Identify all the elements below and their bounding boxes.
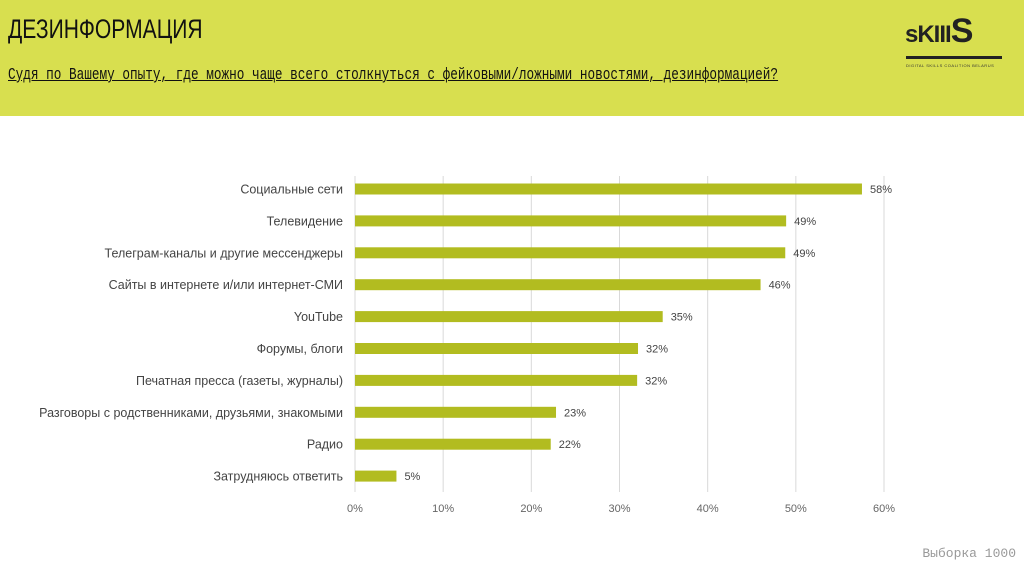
bar <box>355 311 663 323</box>
category-label: Социальные сети <box>240 183 343 197</box>
x-tick-label: 10% <box>432 503 454 515</box>
x-tick-label: 40% <box>697 503 719 515</box>
header-band: ДЕЗИНФОРМАЦИЯ Судя по Вашему опыту, где … <box>0 0 1024 116</box>
x-tick-label: 0% <box>347 503 363 515</box>
sample-size: Выборка 1000 <box>922 546 1016 561</box>
data-label: 32% <box>645 375 667 387</box>
bar <box>355 279 761 291</box>
category-label: Печатная пресса (газеты, журналы) <box>136 374 343 388</box>
x-tick-label: 60% <box>873 503 895 515</box>
x-tick-label: 30% <box>608 503 630 515</box>
data-label: 46% <box>769 280 791 292</box>
category-label: Затрудняюсь ответить <box>213 470 343 484</box>
data-label: 32% <box>646 344 668 356</box>
bar <box>355 247 786 259</box>
bar <box>355 343 639 354</box>
category-label: YouTube <box>294 310 343 324</box>
x-tick-label: 20% <box>520 503 542 515</box>
data-label: 5% <box>404 471 420 483</box>
data-label: 49% <box>794 216 816 228</box>
category-label: Телеграм-каналы и другие мессенджеры <box>105 246 343 260</box>
bar <box>355 438 551 450</box>
data-label: 23% <box>564 407 586 419</box>
category-label: Радио <box>307 438 343 452</box>
survey-question: Судя по Вашему опыту, где можно чаще все… <box>8 65 779 84</box>
bar <box>355 215 787 227</box>
bar <box>355 374 638 386</box>
bar <box>355 470 397 482</box>
bar <box>355 406 557 418</box>
data-label: 58% <box>870 184 892 196</box>
data-label: 35% <box>671 312 693 324</box>
category-label: Телевидение <box>267 214 343 228</box>
category-label: Форумы, блоги <box>257 342 343 356</box>
skills-logo: sKIIIS DIGITAL SKILLS COALITION BELARUS <box>905 10 1005 68</box>
category-label: Разговоры с родственниками, друзьями, зн… <box>39 406 343 420</box>
data-label: 49% <box>793 248 815 260</box>
category-label: Сайты в интернете и/или интернет-СМИ <box>109 278 343 292</box>
x-tick-label: 50% <box>785 503 807 515</box>
bar <box>355 183 862 195</box>
data-label: 22% <box>559 439 581 451</box>
page-title: ДЕЗИНФОРМАЦИЯ <box>8 14 203 44</box>
